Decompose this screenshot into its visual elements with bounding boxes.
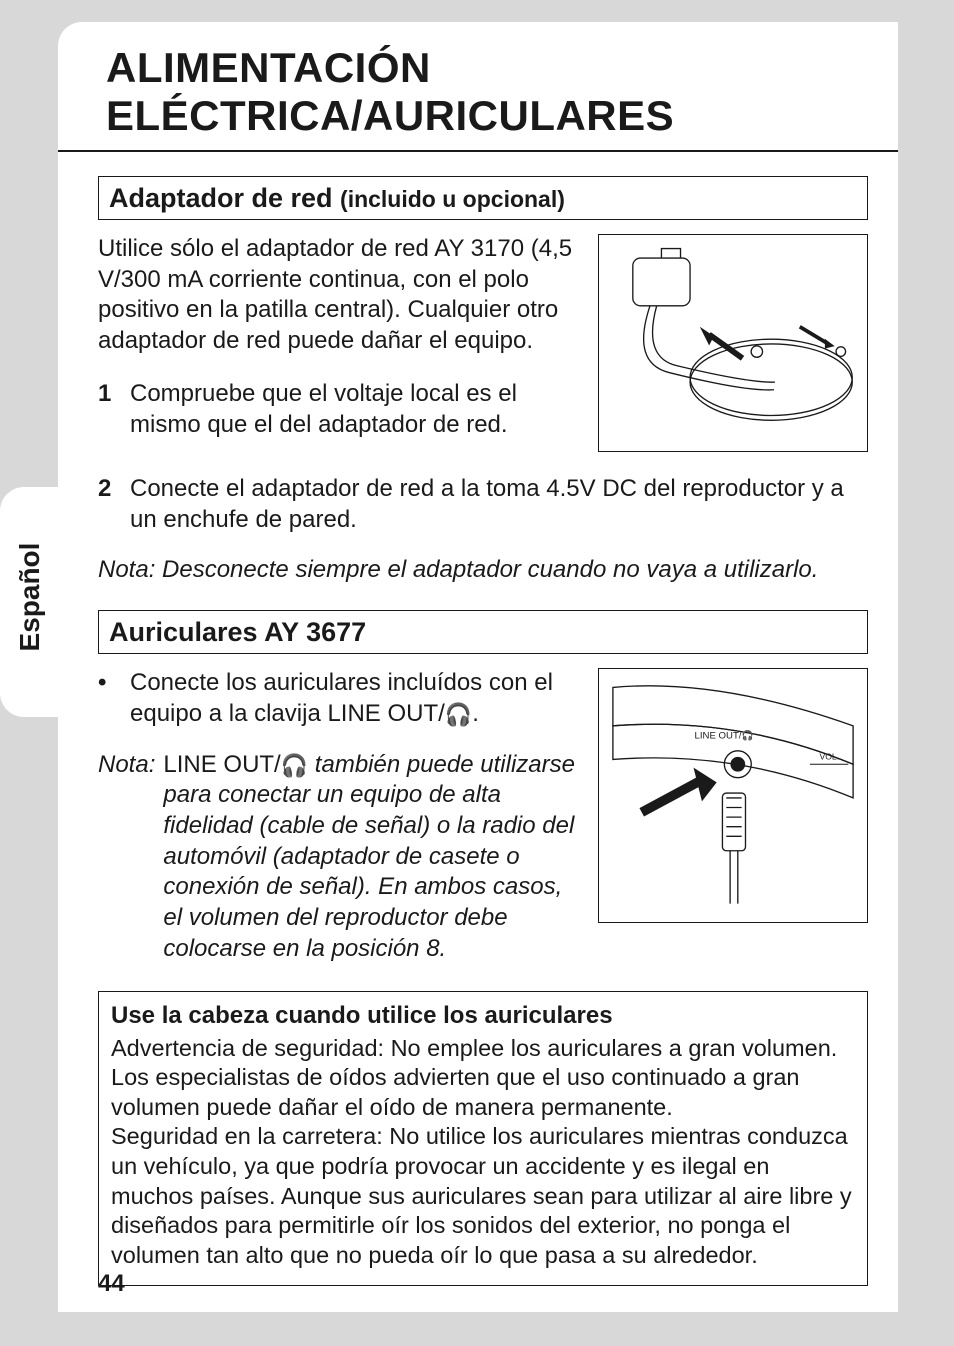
step-number: 1	[98, 379, 116, 440]
title-rule	[58, 150, 898, 152]
safety-para-1: Advertencia de seguridad: No emplee los …	[111, 1034, 855, 1123]
safety-title: Use la cabeza cuando utilice los auricul…	[111, 1002, 855, 1030]
page-title: ALIMENTACIÓN ELÉCTRICA/AURICULARES	[106, 44, 868, 140]
note-body: LINE OUT/🎧 también puede utilizarse para…	[163, 750, 580, 965]
bullet-text: Conecte los auriculares incluídos con el…	[130, 668, 580, 729]
section-heading-adapter: Adaptador de red (incluido u opcional)	[98, 176, 868, 220]
adapter-figure	[598, 234, 868, 452]
adapter-intro-text: Utilice sólo el adaptador de red AY 3170…	[98, 234, 580, 357]
step-number: 2	[98, 474, 116, 535]
language-tab: Español	[0, 487, 58, 717]
svg-text:VOL.: VOL.	[819, 752, 839, 762]
adapter-note: Nota: Desconecte siempre el adaptador cu…	[98, 555, 868, 586]
headphones-bullet: • Conecte los auriculares incluídos con …	[98, 668, 580, 729]
headphone-icon: 🎧	[445, 702, 472, 727]
manual-page: ALIMENTACIÓN ELÉCTRICA/AURICULARES Adapt…	[58, 22, 898, 1312]
page-number: 44	[98, 1270, 125, 1298]
safety-para-2: Seguridad en la carretera: No utilice lo…	[111, 1122, 855, 1270]
adapter-step-2: 2 Conecte el adaptador de red a la toma …	[98, 474, 868, 535]
headphones-figure: LINE OUT/🎧 VOL.	[598, 668, 868, 923]
adapter-step-1: 1 Compruebe que el voltaje local es el m…	[98, 379, 580, 440]
step-text: Conecte el adaptador de red a la toma 4.…	[130, 474, 868, 535]
step-text: Compruebe que el voltaje local es el mis…	[130, 379, 580, 440]
svg-text:LINE OUT/🎧: LINE OUT/🎧	[695, 729, 754, 741]
headphones-note: Nota: LINE OUT/🎧 también puede utilizars…	[98, 750, 580, 965]
language-tab-label: Español	[14, 487, 46, 707]
section-heading-headphones: Auriculares AY 3677	[98, 610, 868, 654]
safety-box: Use la cabeza cuando utilice los auricul…	[98, 991, 868, 1286]
bullet-dot: •	[98, 668, 116, 729]
section-heading-adapter-main: Adaptador de red	[109, 183, 340, 213]
headphone-icon: 🎧	[281, 753, 308, 778]
section-heading-adapter-paren: (incluido u opcional)	[340, 186, 565, 212]
note-label: Nota:	[98, 750, 155, 965]
